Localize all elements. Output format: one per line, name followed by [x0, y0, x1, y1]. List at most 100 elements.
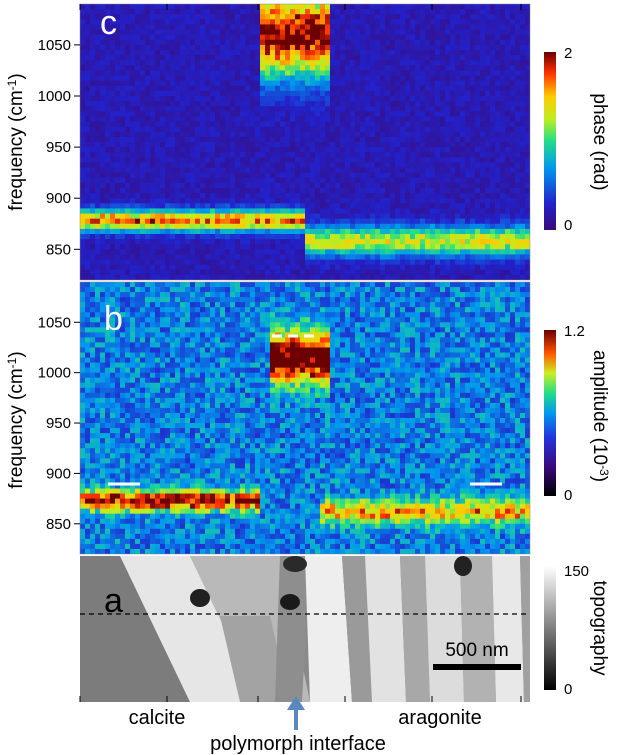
heatmap-cell: [365, 50, 371, 56]
heatmap-cell: [130, 126, 136, 133]
heatmap-cell: [500, 50, 506, 56]
heatmap-cell: [340, 157, 346, 164]
heatmap-cell: [370, 136, 376, 143]
heatmap-cell: [280, 29, 286, 36]
heatmap-cell: [185, 167, 191, 174]
heatmap-cell: [375, 136, 381, 143]
heatmap-cell: [120, 39, 126, 46]
heatmap-cell: [150, 34, 156, 41]
heatmap-cell: [85, 142, 91, 148]
heatmap-cell: [255, 24, 261, 31]
heatmap-cell: [190, 39, 196, 46]
heatmap-cell: [305, 50, 311, 56]
heatmap-cell: [295, 19, 301, 26]
heatmap-cell: [385, 249, 391, 256]
heatmap-cell: [350, 177, 356, 184]
heatmap-cell: [165, 24, 171, 31]
heatmap-cell: [165, 287, 171, 293]
heatmap-cell: [470, 203, 476, 210]
heatmap-cell: [475, 14, 481, 20]
heatmap-cell: [260, 259, 266, 266]
heatmap-cell: [505, 259, 511, 266]
heatmap-cell: [270, 193, 276, 199]
heatmap-cell: [465, 96, 471, 102]
heatmap-cell: [205, 213, 211, 220]
heatmap-cell: [115, 60, 121, 66]
heatmap-cell: [190, 203, 196, 210]
heatmap-cell: [400, 274, 406, 280]
heatmap-cell: [180, 254, 186, 261]
heatmap-cell: [360, 44, 366, 51]
heatmap-cell: [200, 167, 206, 174]
heatmap-cell: [180, 24, 186, 31]
heatmap-cell: [465, 75, 471, 82]
heatmap-cell: [100, 14, 106, 20]
heatmap-cell: [495, 157, 501, 164]
heatmap-cell: [185, 264, 191, 271]
heatmap-cell: [200, 29, 206, 36]
heatmap-cell: [335, 142, 341, 148]
heatmap-cell: [295, 126, 301, 133]
heatmap-cell: [145, 269, 151, 276]
heatmap-cell: [115, 177, 121, 184]
heatmap-cell: [215, 75, 221, 82]
heatmap-cell: [475, 157, 481, 164]
heatmap-cell: [300, 9, 306, 15]
heatmap-cell: [295, 259, 301, 266]
heatmap-cell: [335, 50, 341, 56]
heatmap-cell: [270, 198, 276, 204]
heatmap-cell: [205, 19, 211, 26]
heatmap-cell: [395, 249, 401, 256]
heatmap-cell: [130, 24, 136, 31]
heatmap-cell: [395, 264, 401, 271]
heatmap-cell: [180, 177, 186, 184]
heatmap-cell: [345, 106, 351, 112]
heatmap-cell: [285, 244, 291, 250]
heatmap-cell: [125, 39, 131, 46]
heatmap-cell: [160, 96, 166, 102]
heatmap-cell: [185, 188, 191, 194]
heatmap-cell: [85, 218, 91, 225]
heatmap-cell: [390, 172, 396, 179]
heatmap-cell: [95, 142, 101, 148]
heatmap-cell: [445, 34, 451, 41]
heatmap-cell: [95, 44, 101, 51]
heatmap-cell: [390, 85, 396, 92]
heatmap-cell: [525, 162, 530, 169]
heatmap-cell: [360, 24, 366, 31]
heatmap-cell: [470, 121, 476, 128]
heatmap-cell: [420, 101, 426, 107]
heatmap-cell: [440, 269, 446, 276]
heatmap-cell: [380, 4, 386, 10]
heatmap-cell: [470, 228, 476, 235]
heatmap-cell: [450, 147, 456, 153]
heatmap-cell: [380, 96, 386, 102]
heatmap-cell: [205, 218, 211, 225]
heatmap-cell: [505, 228, 511, 235]
heatmap-cell: [140, 90, 146, 97]
heatmap-cell: [455, 188, 461, 194]
heatmap-cell: [475, 85, 481, 92]
heatmap-cell: [295, 24, 301, 31]
heatmap-cell: [355, 182, 361, 189]
heatmap-cell: [450, 39, 456, 46]
heatmap-cell: [365, 142, 371, 148]
heatmap-cell: [295, 244, 301, 250]
heatmap-cell: [480, 106, 486, 112]
heatmap-cell: [95, 14, 101, 20]
heatmap-cell: [205, 239, 211, 245]
heatmap-cell: [430, 90, 436, 97]
heatmap-cell: [405, 234, 411, 240]
heatmap-cell: [310, 157, 316, 164]
heatmap-cell: [505, 85, 511, 92]
heatmap-cell: [105, 111, 111, 118]
heatmap-cell: [395, 44, 401, 51]
heatmap-cell: [150, 60, 156, 66]
heatmap-cell: [475, 65, 481, 72]
heatmap-cell: [480, 121, 486, 128]
heatmap-cell: [360, 223, 366, 230]
heatmap-cell: [340, 152, 346, 158]
heatmap-cell: [140, 234, 146, 240]
heatmap-cell: [175, 126, 181, 133]
heatmap-cell: [435, 44, 441, 51]
